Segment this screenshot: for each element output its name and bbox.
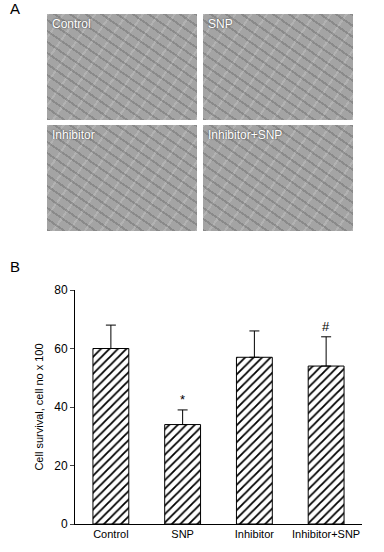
html-text:Inhibitor: Inhibitor xyxy=(52,128,95,142)
svg-text:*: * xyxy=(180,392,185,407)
svg-text:0: 0 xyxy=(61,517,68,531)
svg-text:80: 80 xyxy=(54,283,68,297)
html-text:A: A xyxy=(10,0,20,17)
svg-text:60: 60 xyxy=(54,342,68,356)
svg-text:#: # xyxy=(322,319,330,334)
svg-text:SNP: SNP xyxy=(171,528,194,540)
svg-text:Inhibitor+SNP: Inhibitor+SNP xyxy=(292,528,360,540)
html-text:Inhibitor+SNP: Inhibitor+SNP xyxy=(208,128,283,142)
html-text:B: B xyxy=(10,258,20,275)
svg-text:20: 20 xyxy=(54,459,68,473)
svg-text:Inhibitor: Inhibitor xyxy=(235,528,274,540)
html-text:SNP: SNP xyxy=(208,17,233,31)
svg-text:40: 40 xyxy=(54,400,68,414)
html-text:Control: Control xyxy=(52,17,91,31)
svg-text:Cell survival, cell no x 100: Cell survival, cell no x 100 xyxy=(33,343,45,470)
svg-text:Control: Control xyxy=(93,528,128,540)
